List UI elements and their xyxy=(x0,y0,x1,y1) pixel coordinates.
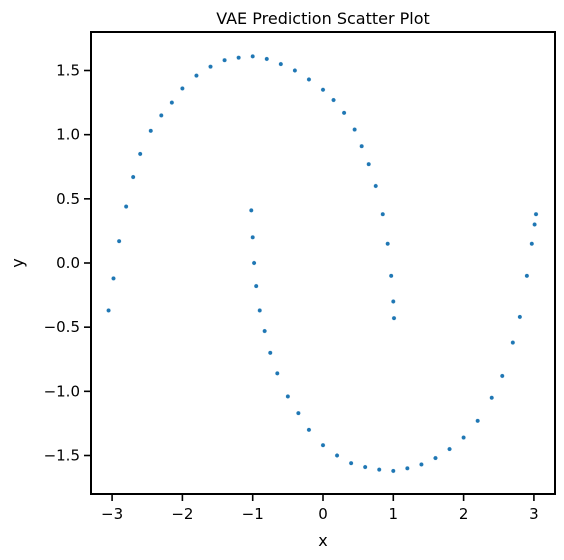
points-layer xyxy=(106,53,539,474)
scatter-point xyxy=(130,174,136,180)
scatter-point xyxy=(499,373,505,379)
scatter-point xyxy=(341,110,347,116)
y-tick-label: 1.0 xyxy=(56,126,80,144)
scatter-point xyxy=(390,299,396,304)
scatter-point xyxy=(376,467,382,473)
scatter-point xyxy=(433,455,438,461)
scatter-point xyxy=(251,260,257,266)
scatter-point xyxy=(419,462,424,467)
scatter-point xyxy=(348,460,354,466)
scatter-point xyxy=(385,241,391,247)
scatter-point xyxy=(106,308,111,313)
y-axis-label: y xyxy=(8,258,27,267)
scatter-point xyxy=(208,64,213,70)
x-tick-label: 1 xyxy=(389,505,399,523)
scatter-point xyxy=(295,410,301,416)
scatter-point xyxy=(248,207,254,213)
x-tick-label: 0 xyxy=(318,505,328,523)
scatter-point xyxy=(362,464,368,470)
scatter-point xyxy=(517,314,523,320)
x-tick-label: 3 xyxy=(529,505,539,523)
scatter-point xyxy=(148,128,154,134)
scatter-point xyxy=(158,113,164,118)
scatter-point xyxy=(529,241,535,247)
scatter-point xyxy=(111,275,116,281)
y-tick-label: 1.5 xyxy=(56,62,80,80)
scatter-point xyxy=(390,468,396,474)
scatter-point xyxy=(123,204,129,209)
y-tick-label: −0.5 xyxy=(44,318,80,336)
scatter-point xyxy=(262,328,268,334)
scatter-point xyxy=(250,234,256,240)
scatter-point xyxy=(285,394,291,399)
scatter-point xyxy=(475,418,481,424)
scatter-point xyxy=(250,53,256,59)
scatter-point xyxy=(366,161,372,167)
scatter-point xyxy=(373,183,379,189)
scatter-point xyxy=(194,73,199,79)
scatter-point xyxy=(404,465,410,471)
scatter-point xyxy=(359,143,365,149)
y-tick-label: −1.5 xyxy=(44,447,80,465)
chart-title: VAE Prediction Scatter Plot xyxy=(216,9,430,28)
scatter-point xyxy=(320,442,326,448)
plot-area xyxy=(90,31,556,495)
scatter-point xyxy=(447,446,452,452)
scatter-point xyxy=(391,315,397,321)
scatter-point xyxy=(267,350,273,356)
x-axis: −3 −2 −1 0 1 2 3 xyxy=(101,494,539,523)
plot-frame xyxy=(90,31,556,495)
x-tick-label: −2 xyxy=(171,505,193,523)
scatter-point xyxy=(461,435,467,440)
scatter-point xyxy=(222,57,227,63)
scatter-point xyxy=(236,55,242,61)
scatter-point xyxy=(292,68,298,73)
scatter-point xyxy=(179,86,185,91)
scatter-point xyxy=(320,87,326,93)
scatter-point xyxy=(137,151,143,157)
y-tick-label: 0.0 xyxy=(56,254,80,272)
scatter-point xyxy=(524,273,530,279)
scatter-point xyxy=(334,453,340,458)
scatter-point xyxy=(331,97,336,103)
y-axis: −1.5 −1.0 −0.5 0.0 0.5 1.0 1.5 xyxy=(44,62,91,465)
scatter-point xyxy=(380,211,386,217)
scatter-point xyxy=(532,222,538,227)
scatter-point xyxy=(257,308,263,313)
scatter-point xyxy=(169,100,175,105)
x-tick-label: 2 xyxy=(459,505,469,523)
y-tick-label: −1.0 xyxy=(44,382,80,400)
y-tick-label: 0.5 xyxy=(56,190,80,208)
scatter-point xyxy=(489,395,495,401)
scatter-point xyxy=(274,370,280,376)
scatter-point xyxy=(116,238,122,244)
scatter-point xyxy=(278,61,284,67)
scatter-point xyxy=(388,273,394,279)
scatter-point xyxy=(264,56,270,62)
x-tick-label: −1 xyxy=(242,505,264,523)
x-tick-label: −3 xyxy=(101,505,123,523)
scatter-point xyxy=(306,77,312,82)
scatter-point xyxy=(352,127,358,132)
scatter-point xyxy=(510,340,516,345)
scatter-point xyxy=(533,211,539,217)
x-axis-label: x xyxy=(318,531,327,550)
scatter-point xyxy=(253,283,259,289)
scatter-point xyxy=(306,427,312,433)
